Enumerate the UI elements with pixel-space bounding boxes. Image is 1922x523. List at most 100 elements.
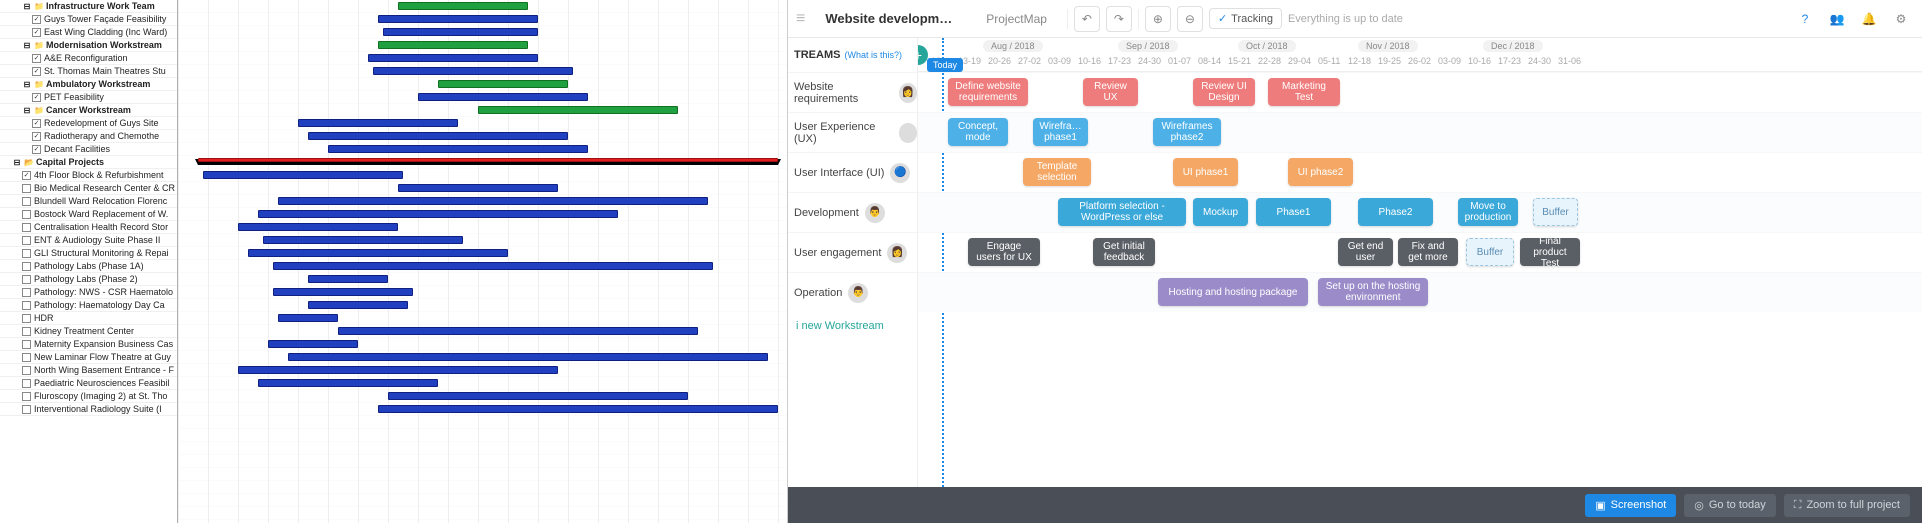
task-card[interactable]: Get initial feedback: [1093, 238, 1155, 266]
tree-task[interactable]: ✓East Wing Cladding (Inc Ward): [0, 26, 177, 39]
gantt-bar[interactable]: [418, 93, 588, 101]
menu-icon[interactable]: ≡: [796, 10, 805, 28]
workstream-row[interactable]: Development👨: [788, 192, 917, 232]
task-tree[interactable]: ⊟📁Infrastructure Work Team✓Guys Tower Fa…: [0, 0, 178, 523]
checkbox[interactable]: ✓: [32, 93, 41, 102]
tree-task[interactable]: ENT & Audiology Suite Phase II: [0, 234, 177, 247]
tree-task[interactable]: New Laminar Flow Theatre at Guy: [0, 351, 177, 364]
task-card[interactable]: UI phase2: [1288, 158, 1353, 186]
task-card[interactable]: Wireframes phase2: [1153, 118, 1221, 146]
tree-task[interactable]: Bostock Ward Replacement of W.: [0, 208, 177, 221]
checkbox[interactable]: [22, 301, 31, 310]
screenshot-button[interactable]: ▣ Screenshot: [1585, 494, 1676, 517]
gantt-bar[interactable]: [288, 353, 768, 361]
tree-task[interactable]: Pathology Labs (Phase 2): [0, 273, 177, 286]
tree-task[interactable]: ✓Radiotherapy and Chemothe: [0, 130, 177, 143]
task-card[interactable]: Mockup: [1193, 198, 1248, 226]
expand-icon[interactable]: ⊟: [22, 40, 32, 50]
checkbox[interactable]: [22, 379, 31, 388]
project-title[interactable]: Website developm…: [811, 11, 966, 26]
zoom-out-icon[interactable]: ⊖: [1177, 6, 1203, 32]
task-card[interactable]: Marketing Test: [1268, 78, 1340, 106]
gantt-bar[interactable]: [378, 405, 778, 413]
checkbox[interactable]: ✓: [32, 119, 41, 128]
task-card[interactable]: Buffer: [1533, 198, 1578, 226]
help-icon[interactable]: ?: [1792, 6, 1818, 32]
tree-task[interactable]: ✓PET Feasibility: [0, 91, 177, 104]
task-card[interactable]: Platform selection - WordPress or else: [1058, 198, 1186, 226]
task-card[interactable]: Get end user: [1338, 238, 1393, 266]
tree-task[interactable]: ✓A&E Reconfiguration: [0, 52, 177, 65]
task-card[interactable]: Hosting and hosting package: [1158, 278, 1308, 306]
gantt-bar[interactable]: [378, 41, 528, 49]
task-card[interactable]: Set up on the hosting environment: [1318, 278, 1428, 306]
gantt-bar[interactable]: [378, 15, 538, 23]
checkbox[interactable]: [22, 236, 31, 245]
gantt-bar[interactable]: [368, 54, 538, 62]
gantt-bar[interactable]: [308, 132, 568, 140]
tree-task[interactable]: Bio Medical Research Center & CR: [0, 182, 177, 195]
tree-folder[interactable]: ⊟📂Capital Projects: [0, 156, 177, 169]
expand-icon[interactable]: ⊟: [12, 157, 22, 167]
task-card[interactable]: Phase2: [1358, 198, 1433, 226]
workstream-row[interactable]: Operation👨: [788, 272, 917, 312]
gantt-bar[interactable]: [268, 340, 358, 348]
tree-task[interactable]: Interventional Radiology Suite (I: [0, 403, 177, 416]
undo-icon[interactable]: ↶: [1074, 6, 1100, 32]
task-card[interactable]: Buffer: [1466, 238, 1514, 266]
gantt-bar[interactable]: [298, 119, 458, 127]
gantt-bar[interactable]: [238, 223, 398, 231]
task-card[interactable]: Template selection: [1023, 158, 1091, 186]
expand-icon[interactable]: ⊟: [22, 1, 32, 11]
avatar[interactable]: 👨: [848, 283, 868, 303]
task-card[interactable]: Fix and get more: [1398, 238, 1458, 266]
gantt-bar[interactable]: [278, 314, 338, 322]
task-card[interactable]: Move to production: [1458, 198, 1518, 226]
whats-this-link[interactable]: (What is this?): [844, 50, 902, 60]
avatar[interactable]: [899, 123, 917, 143]
checkbox[interactable]: [22, 340, 31, 349]
tree-task[interactable]: Pathology: Haematology Day Ca: [0, 299, 177, 312]
tracking-toggle[interactable]: ✓ Tracking: [1209, 8, 1282, 29]
share-icon[interactable]: 👥: [1824, 6, 1850, 32]
tree-task[interactable]: ✓4th Floor Block & Refurbishment: [0, 169, 177, 182]
tree-task[interactable]: Fluroscopy (Imaging 2) at St. Tho: [0, 390, 177, 403]
tree-folder[interactable]: ⊟📁Cancer Workstream: [0, 104, 177, 117]
tab-projectmap[interactable]: ProjectMap: [972, 6, 1061, 32]
tree-task[interactable]: North Wing Basement Entrance - F: [0, 364, 177, 377]
gantt-bar[interactable]: [273, 288, 413, 296]
task-card[interactable]: Review UX: [1083, 78, 1138, 106]
timeline-chart[interactable]: + Aug / 2018Sep / 2018Oct / 2018Nov / 20…: [918, 38, 1922, 487]
gantt-bar[interactable]: [328, 145, 588, 153]
gantt-bar[interactable]: [263, 236, 463, 244]
gantt-bar[interactable]: [203, 171, 403, 179]
task-card[interactable]: Final product Test: [1520, 238, 1580, 266]
checkbox[interactable]: [22, 405, 31, 414]
tree-task[interactable]: Pathology Labs (Phase 1A): [0, 260, 177, 273]
tree-task[interactable]: Centralisation Health Record Stor: [0, 221, 177, 234]
checkbox[interactable]: [22, 275, 31, 284]
workstream-row[interactable]: User Experience (UX): [788, 112, 917, 152]
checkbox[interactable]: [22, 288, 31, 297]
task-card[interactable]: Define website requirements: [948, 78, 1028, 106]
tree-task[interactable]: Paediatric Neurosciences Feasibil: [0, 377, 177, 390]
checkbox[interactable]: ✓: [32, 145, 41, 154]
gantt-bar[interactable]: [398, 184, 558, 192]
checkbox[interactable]: [22, 184, 31, 193]
tree-folder[interactable]: ⊟📁Modernisation Workstream: [0, 39, 177, 52]
checkbox[interactable]: [22, 197, 31, 206]
avatar[interactable]: 👩: [887, 243, 907, 263]
checkbox[interactable]: ✓: [32, 28, 41, 37]
tree-task[interactable]: ✓Guys Tower Façade Feasibility: [0, 13, 177, 26]
tree-task[interactable]: Blundell Ward Relocation Florenc: [0, 195, 177, 208]
gear-icon[interactable]: ⚙: [1888, 6, 1914, 32]
checkbox[interactable]: [22, 262, 31, 271]
checkbox[interactable]: [22, 392, 31, 401]
gantt-bar[interactable]: [478, 106, 678, 114]
gantt-bar[interactable]: [278, 197, 708, 205]
avatar[interactable]: 👨: [865, 203, 885, 223]
zoom-full-button[interactable]: ⛶ Zoom to full project: [1784, 494, 1910, 517]
expand-icon[interactable]: ⊟: [22, 79, 32, 89]
gantt-bar[interactable]: [258, 379, 438, 387]
checkbox[interactable]: ✓: [32, 67, 41, 76]
